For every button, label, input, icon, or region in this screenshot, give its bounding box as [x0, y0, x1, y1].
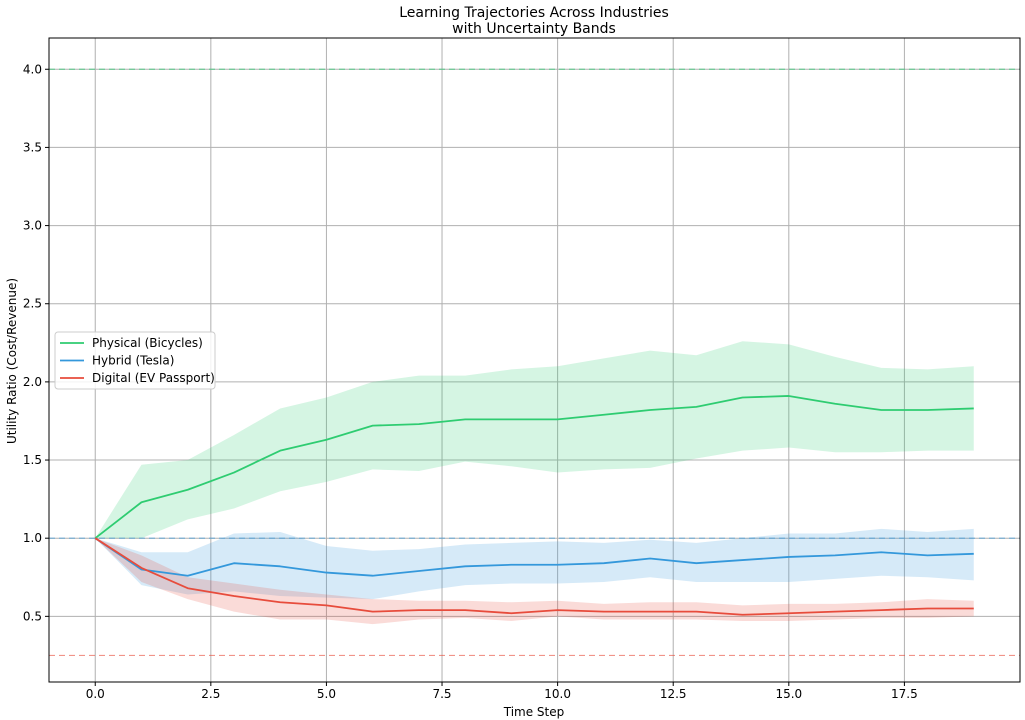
- series-line-2: [94, 537, 974, 616]
- series-lines: [94, 395, 974, 616]
- band-2: [95, 538, 974, 625]
- x-tick-label: 12.5: [660, 687, 687, 701]
- uncertainty-bands: [95, 341, 974, 625]
- x-tick-label: 15.0: [775, 687, 802, 701]
- y-tick-label: 0.5: [23, 609, 42, 623]
- legend-label-1: Hybrid (Tesla): [92, 354, 174, 368]
- y-tick-label: 1.5: [23, 453, 42, 467]
- y-tick-label: 3.5: [23, 140, 42, 154]
- y-axis-ticks: 0.5 1.0 1.5 2.0 2.5 3.0 3.5 4.0: [23, 62, 49, 623]
- y-tick-label: 4.0: [23, 62, 42, 76]
- x-tick-label: 17.5: [891, 687, 918, 701]
- legend-label-0: Physical (Bicycles): [92, 336, 203, 350]
- x-tick-label: 10.0: [544, 687, 571, 701]
- y-tick-label: 1.0: [23, 531, 42, 545]
- y-tick-label: 2.5: [23, 297, 42, 311]
- x-tick-label: 5.0: [317, 687, 336, 701]
- legend-label-2: Digital (EV Passport): [92, 371, 215, 385]
- chart-title-line-2: with Uncertainty Bands: [452, 21, 616, 37]
- y-axis-label: Utility Ratio (Cost/Revenue): [5, 278, 19, 444]
- x-tick-label: 7.5: [432, 687, 451, 701]
- plot-frame: [48, 37, 1021, 683]
- x-tick-label: 0.0: [86, 687, 105, 701]
- y-tick-label: 2.0: [23, 375, 42, 389]
- x-axis-ticks: 0.0 2.5 5.0 7.5 10.0 12.5 15.0 17.5: [86, 682, 918, 701]
- series-line-1: [94, 537, 974, 577]
- reference-lines: [49, 68, 1020, 657]
- legend: Physical (Bicycles) Hybrid (Tesla) Digital…: [54, 331, 216, 390]
- legend-box: [54, 331, 216, 390]
- chart-title-line-1: Learning Trajectories Across Industries: [399, 5, 669, 21]
- y-tick-label: 3.0: [23, 219, 42, 233]
- x-axis-label: Time Step: [503, 705, 565, 719]
- band-0: [95, 341, 974, 539]
- x-tick-label: 2.5: [201, 687, 220, 701]
- series-line-0: [94, 395, 974, 539]
